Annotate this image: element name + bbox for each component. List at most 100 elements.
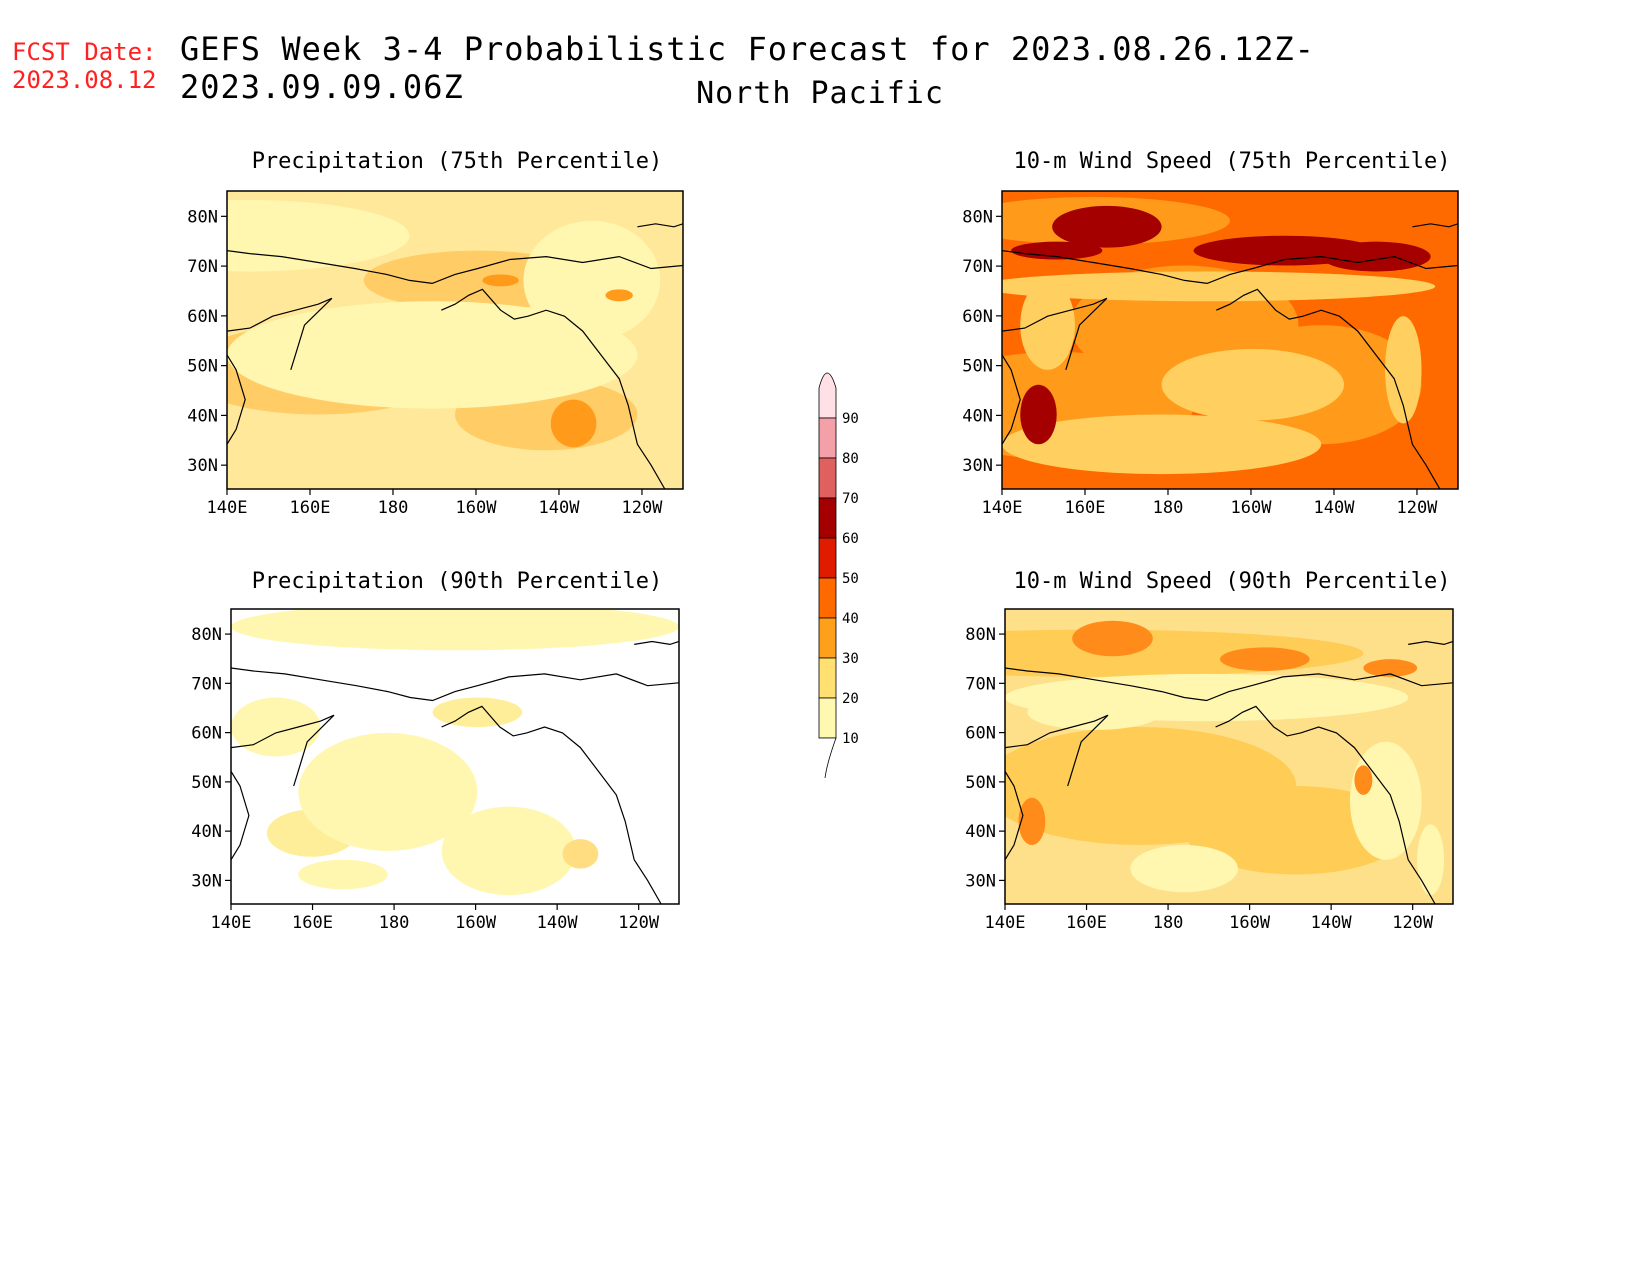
colorbar-segment <box>818 617 837 659</box>
lon-tick-label: 120W <box>1396 498 1438 518</box>
field-light-patch <box>1349 741 1422 860</box>
coastline <box>1216 288 1441 489</box>
lon-tick-label: 160E <box>1065 498 1106 518</box>
field-light-patch <box>227 199 410 272</box>
lon-tick-label: 140E <box>211 913 252 933</box>
field-accent-blob <box>550 399 597 448</box>
coastline <box>441 288 666 489</box>
panel-title-precip-75: Precipitation (75th Percentile) <box>252 149 663 174</box>
field-light-patch <box>1385 316 1422 424</box>
field-accent-blob <box>1018 797 1046 846</box>
colorbar: 90 80 70 60 50 40 30 20 10 <box>818 372 859 779</box>
lon-tick-label: 180 <box>378 498 409 518</box>
lon-tick-label: 160W <box>455 498 497 518</box>
lat-tick-label: 70N <box>965 674 996 694</box>
map-panel-precip-75: 80N 70N 60N 50N 40N 30N 140E 160E 180 160W 140W 120… <box>187 190 684 518</box>
lat-tick-label: 50N <box>965 773 996 793</box>
lon-tick-label: 160W <box>455 913 497 933</box>
lat-tick-label: 60N <box>187 307 218 327</box>
colorbar-label: 90 <box>842 411 859 427</box>
lat-tick-label: 30N <box>187 456 218 476</box>
lon-tick-label: 140E <box>982 498 1023 518</box>
lon-tick-label: 120W <box>621 498 663 518</box>
colorbar-label: 20 <box>842 691 859 707</box>
forecast-date-label: FCST Date: <box>12 38 157 66</box>
field-light-patch <box>441 806 576 896</box>
map-panel-wind-90: 80N 70N 60N 50N 40N 30N 140E 160E 180 160W 140W 120… <box>965 608 1454 933</box>
colorbar-segment <box>818 577 837 619</box>
colorbar-segment <box>818 497 837 539</box>
map-panel-precip-90: 80N 70N 60N 50N 40N 30N 140E 160E 180 160W 140W 120… <box>191 608 680 933</box>
lon-tick-label: 160E <box>292 913 333 933</box>
colorbar-label: 30 <box>842 651 859 667</box>
lon-tick-label: 120W <box>618 913 660 933</box>
colorbar-label: 60 <box>842 531 859 547</box>
lat-tick-label: 50N <box>187 357 218 377</box>
shaded-field <box>227 191 683 489</box>
lon-tick-label: 180 <box>1153 498 1184 518</box>
lon-tick-label: 160W <box>1229 913 1271 933</box>
field-light-patch <box>1417 824 1445 896</box>
panel-title-wind-90: 10-m Wind Speed (90th Percentile) <box>1013 569 1450 594</box>
coastline <box>1412 223 1458 228</box>
lon-tick-label: 120W <box>1392 913 1434 933</box>
colorbar-segment <box>818 657 837 699</box>
field-light-patch <box>1130 845 1238 893</box>
coastline <box>1005 770 1024 861</box>
lat-tick-label: 60N <box>965 724 996 744</box>
colorbar-label: 70 <box>842 491 859 507</box>
lat-tick-label: 40N <box>962 406 993 426</box>
field-accent-blob <box>562 839 599 869</box>
lat-tick-label: 30N <box>965 871 996 891</box>
field-light-patch <box>1161 348 1345 421</box>
field-accent-blob <box>482 274 519 287</box>
lon-tick-label: 140W <box>1313 498 1355 518</box>
shaded-field <box>231 609 679 904</box>
colorbar-segment <box>818 537 837 579</box>
colorbar-label: 80 <box>842 451 859 467</box>
coastline <box>227 297 333 370</box>
coastline <box>1215 705 1436 904</box>
lon-tick-label: 160E <box>290 498 331 518</box>
field-light-patch <box>231 609 679 651</box>
lat-tick-label: 80N <box>962 207 993 227</box>
lat-tick-label: 70N <box>962 257 993 277</box>
lat-tick-label: 30N <box>962 456 993 476</box>
map-panel-wind-75: 80N 70N 60N 50N 40N 30N 140E 160E 180 160W 140W 120… <box>962 190 1459 518</box>
colorbar-segment <box>818 417 837 459</box>
lon-tick-label: 140E <box>207 498 248 518</box>
coastline <box>227 354 246 445</box>
map-frame <box>1004 608 1454 905</box>
coastline <box>1002 354 1021 445</box>
coastline <box>1002 297 1108 370</box>
panel-title-wind-75: 10-m Wind Speed (75th Percentile) <box>1013 149 1450 174</box>
field-light-patch <box>1027 694 1162 730</box>
forecast-date-value: 2023.08.12 <box>12 66 157 94</box>
field-light-patch <box>298 732 478 851</box>
coastline <box>1408 640 1453 646</box>
lat-tick-label: 70N <box>187 257 218 277</box>
lon-tick-label: 140W <box>1311 913 1353 933</box>
lon-tick-label: 160W <box>1230 498 1272 518</box>
coastline <box>227 250 683 285</box>
shaded-field <box>1002 191 1458 489</box>
field-blob <box>432 697 523 727</box>
map-frame <box>226 190 684 490</box>
colorbar-segment <box>818 372 837 419</box>
lon-tick-label: 160E <box>1066 913 1107 933</box>
lat-tick-label: 50N <box>191 773 222 793</box>
colorbar-label: 50 <box>842 571 859 587</box>
lat-tick-label: 30N <box>191 871 222 891</box>
field-light-patch <box>227 301 638 409</box>
coastline <box>634 640 679 646</box>
colorbar-segment <box>818 697 837 739</box>
lon-tick-label: 180 <box>1153 913 1184 933</box>
lat-tick-label: 60N <box>191 724 222 744</box>
coastline <box>231 714 335 787</box>
lat-tick-label: 40N <box>187 406 218 426</box>
lat-tick-label: 80N <box>191 625 222 645</box>
coastline <box>1002 250 1458 285</box>
coastline <box>637 223 683 228</box>
field-light-patch <box>1020 280 1075 370</box>
